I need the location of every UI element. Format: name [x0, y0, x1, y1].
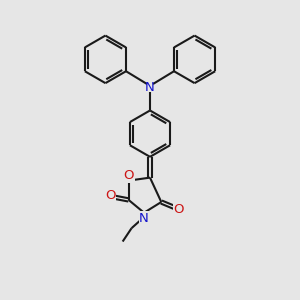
Text: O: O — [105, 189, 116, 202]
Text: O: O — [173, 203, 184, 216]
Text: N: N — [145, 81, 155, 94]
Text: O: O — [123, 169, 134, 182]
Text: N: N — [139, 212, 149, 225]
